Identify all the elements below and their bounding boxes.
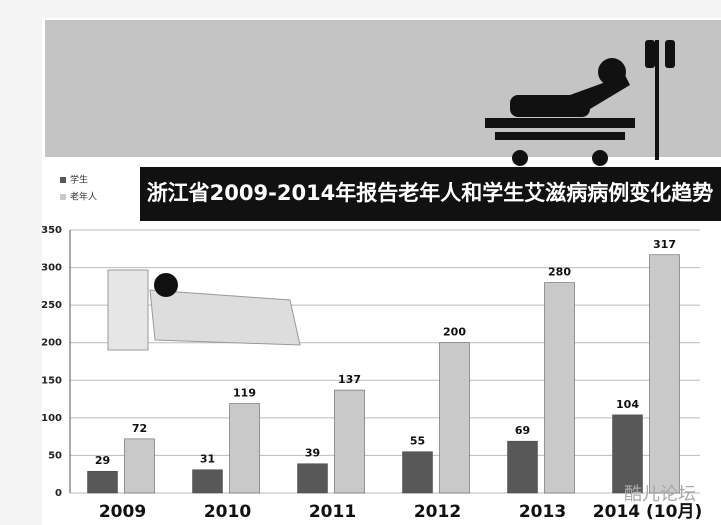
x-tick-label: 2014 (10月) bbox=[593, 502, 702, 522]
chart-title: 浙江省2009-2014年报告老年人和学生艾滋病病例变化趋势 bbox=[147, 181, 714, 205]
y-tick-label: 50 bbox=[48, 450, 62, 461]
bar bbox=[297, 463, 328, 494]
bar bbox=[544, 282, 575, 494]
legend-swatch bbox=[60, 194, 66, 200]
bar bbox=[439, 342, 470, 494]
bar bbox=[649, 254, 680, 494]
x-tick-label: 2010 bbox=[204, 502, 251, 522]
data-label: 104 bbox=[616, 398, 639, 411]
y-tick-label: 100 bbox=[41, 413, 62, 424]
y-tick-label: 150 bbox=[41, 375, 62, 386]
data-label: 39 bbox=[305, 447, 320, 460]
legend-label: 老年人 bbox=[70, 191, 97, 203]
data-label: 31 bbox=[200, 453, 215, 466]
data-label: 29 bbox=[95, 454, 110, 467]
bar bbox=[507, 440, 538, 494]
patient-illustration bbox=[485, 40, 675, 166]
data-label: 119 bbox=[233, 387, 256, 400]
bar bbox=[192, 469, 223, 494]
bed-illustration bbox=[107, 269, 301, 351]
x-tick-label: 2009 bbox=[99, 502, 146, 522]
bar bbox=[402, 451, 433, 494]
y-tick-label: 350 bbox=[41, 225, 62, 236]
data-label: 55 bbox=[410, 435, 425, 448]
bar bbox=[124, 438, 155, 494]
legend-swatch bbox=[60, 177, 66, 183]
x-tick-label: 2012 bbox=[414, 502, 461, 522]
data-label: 200 bbox=[443, 326, 466, 339]
bar bbox=[229, 403, 260, 494]
bar bbox=[612, 414, 643, 494]
data-label: 317 bbox=[653, 238, 676, 251]
y-tick-label: 200 bbox=[41, 338, 62, 349]
y-tick-label: 250 bbox=[41, 300, 62, 311]
y-tick-label: 300 bbox=[41, 263, 62, 274]
bar bbox=[87, 470, 118, 494]
legend-label: 学生 bbox=[70, 174, 88, 186]
title-band bbox=[140, 167, 721, 221]
x-tick-label: 2013 bbox=[519, 502, 566, 522]
bar bbox=[334, 389, 365, 494]
watermark: 酷儿论坛 bbox=[624, 484, 696, 505]
y-tick-label: 0 bbox=[55, 488, 62, 499]
data-label: 137 bbox=[338, 373, 361, 386]
data-label: 280 bbox=[548, 266, 571, 279]
x-tick-label: 2011 bbox=[309, 502, 356, 522]
data-label: 69 bbox=[515, 424, 530, 437]
data-label: 72 bbox=[132, 422, 147, 435]
